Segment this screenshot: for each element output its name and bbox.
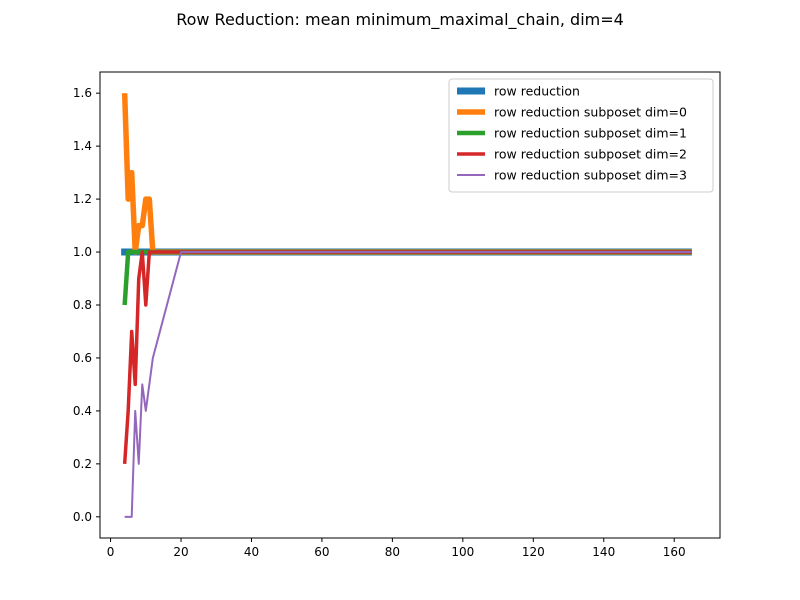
plot-area	[121, 93, 692, 518]
x-tick-label: 120	[522, 545, 545, 559]
axes: 0 20 40 60 80 100 120 140 160 0.0 0.2 0.4 0.6 0.8 1.0 1…	[73, 71, 721, 559]
y-tick-label: 1.0	[73, 245, 92, 259]
series-line-4	[124, 251, 692, 518]
y-tick-label: 1.4	[73, 139, 92, 153]
y-tick-label: 0.4	[73, 404, 92, 418]
x-tick-label: 80	[385, 545, 400, 559]
y-tick-label: 0.0	[73, 510, 92, 524]
series-line-2	[122, 249, 692, 306]
legend-label-3: row reduction subposet dim=2	[494, 147, 687, 162]
y-tick-label: 0.8	[73, 298, 92, 312]
x-tick-label: 160	[663, 545, 686, 559]
x-tick-label: 60	[314, 545, 329, 559]
y-tick-label: 0.2	[73, 457, 92, 471]
x-tick-label: 0	[107, 545, 115, 559]
x-tick-label: 140	[592, 545, 615, 559]
legend-box	[448, 78, 714, 193]
legend: row reduction row reduction subposet dim=…	[448, 78, 714, 193]
chart-title: Row Reduction: mean minimum_maximal_chai…	[176, 10, 624, 30]
y-tick-label: 1.2	[73, 192, 92, 206]
legend-label-1: row reduction subposet dim=0	[494, 105, 687, 120]
x-tick-label: 100	[451, 545, 474, 559]
y-tick-label: 0.6	[73, 351, 92, 365]
x-tick-label: 40	[244, 545, 259, 559]
legend-label-0: row reduction	[494, 84, 580, 99]
legend-label-2: row reduction subposet dim=1	[494, 126, 687, 141]
x-tick-label: 20	[173, 545, 188, 559]
series-line-3	[122, 250, 692, 464]
y-tick-label: 1.6	[73, 86, 92, 100]
legend-label-4: row reduction subposet dim=3	[494, 168, 687, 183]
